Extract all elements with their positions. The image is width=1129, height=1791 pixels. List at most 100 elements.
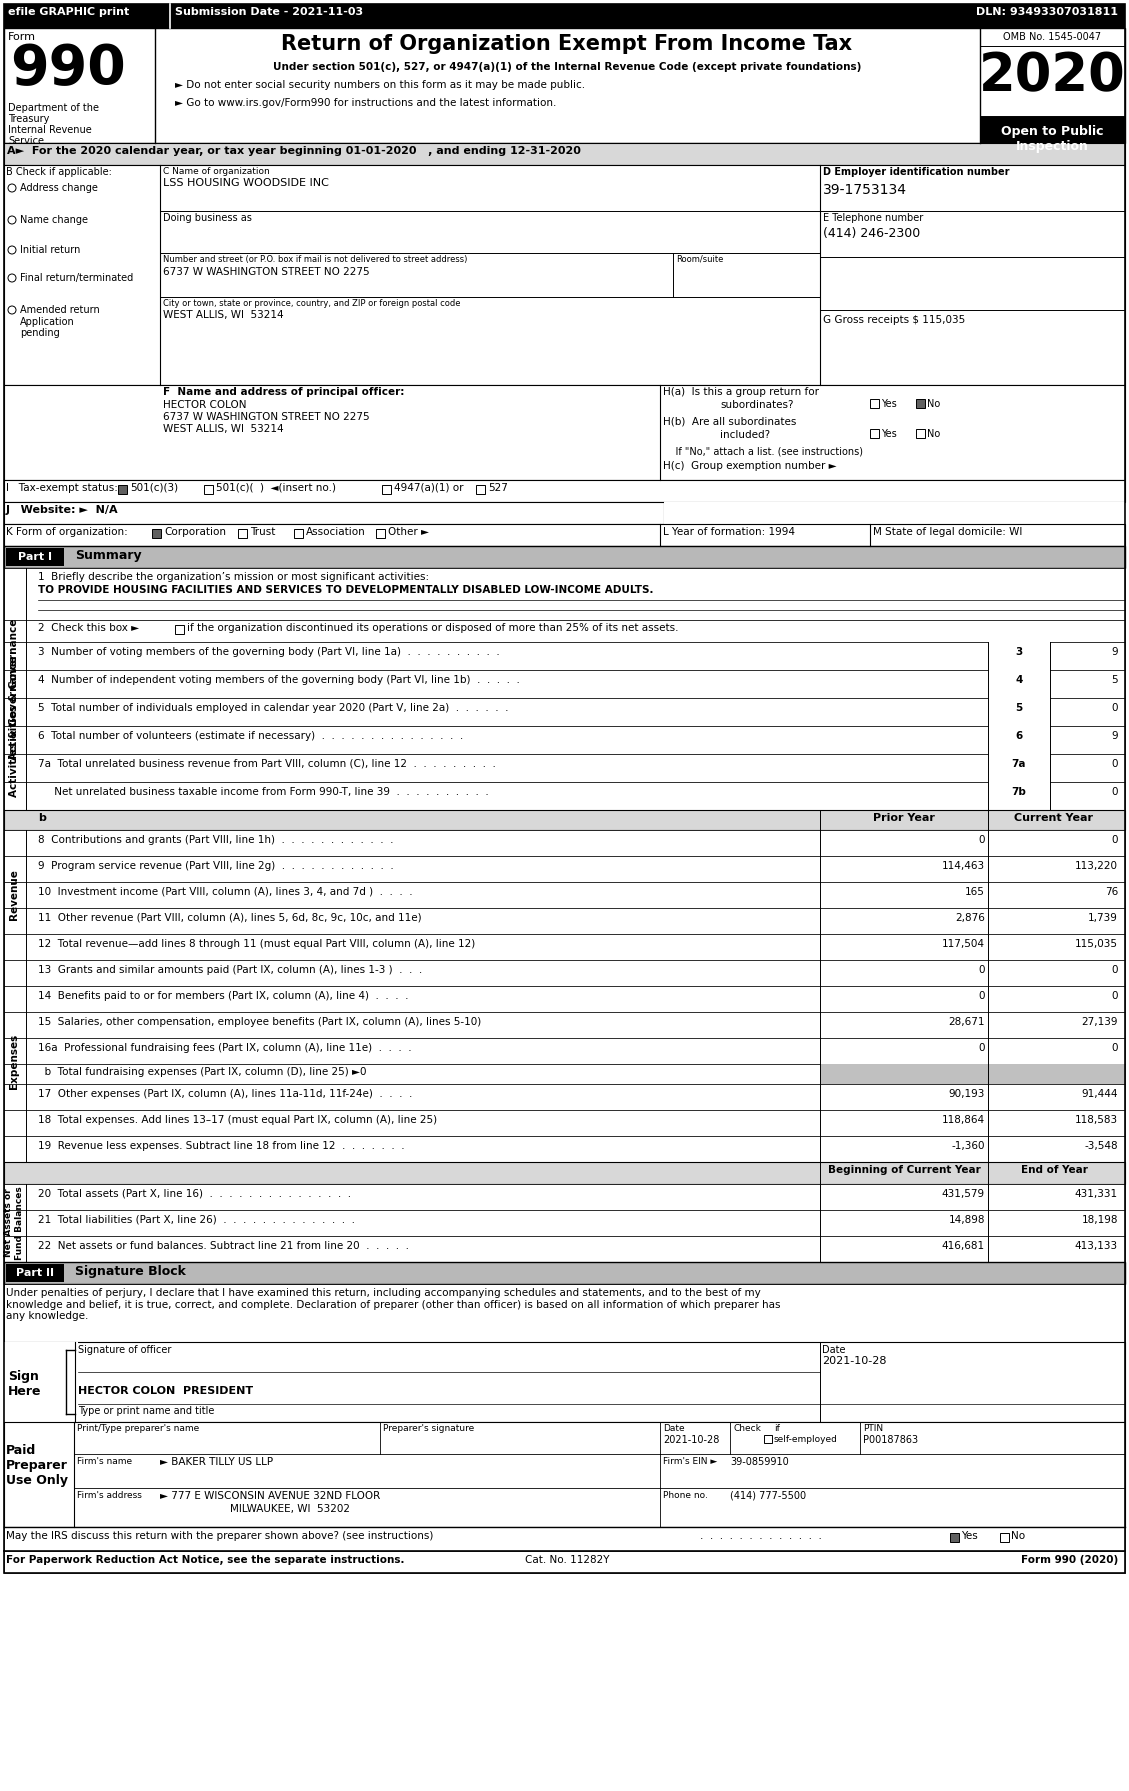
Text: 3  Number of voting members of the governing body (Part VI, line 1a)  .  .  .  .: 3 Number of voting members of the govern… <box>38 647 500 657</box>
Text: Under section 501(c), 527, or 4947(a)(1) of the Internal Revenue Code (except pr: Under section 501(c), 527, or 4947(a)(1)… <box>273 63 861 72</box>
Text: PTIN: PTIN <box>863 1424 883 1433</box>
Text: 7a  Total unrelated business revenue from Part VIII, column (C), line 12  .  .  : 7a Total unrelated business revenue from… <box>38 759 496 768</box>
Bar <box>5 1064 1124 1084</box>
Text: Sign
Here: Sign Here <box>8 1370 42 1399</box>
Bar <box>5 1162 1124 1184</box>
Text: 11  Other revenue (Part VIII, column (A), lines 5, 6d, 8c, 9c, 10c, and 11e): 11 Other revenue (Part VIII, column (A),… <box>38 913 421 922</box>
Text: 20  Total assets (Part X, line 16)  .  .  .  .  .  .  .  .  .  .  .  .  .  .  .: 20 Total assets (Part X, line 16) . . . … <box>38 1189 351 1198</box>
Text: Date: Date <box>822 1345 846 1356</box>
Text: HECTOR COLON: HECTOR COLON <box>163 399 246 410</box>
Text: Part I: Part I <box>18 552 52 562</box>
Text: Date: Date <box>663 1424 684 1433</box>
Text: 6  Total number of volunteers (estimate if necessary)  .  .  .  .  .  .  .  .  .: 6 Total number of volunteers (estimate i… <box>38 731 463 741</box>
Text: Beginning of Current Year: Beginning of Current Year <box>828 1164 980 1175</box>
Bar <box>5 783 1124 810</box>
Text: No: No <box>1010 1531 1025 1540</box>
Bar <box>5 546 1124 568</box>
Bar <box>988 725 1050 754</box>
Text: ► 777 E WISCONSIN AVENUE 32ND FLOOR: ► 777 E WISCONSIN AVENUE 32ND FLOOR <box>160 1490 380 1501</box>
Bar <box>5 1341 78 1422</box>
Bar <box>5 1422 1124 1528</box>
Text: 2  Check this box ►: 2 Check this box ► <box>38 623 139 632</box>
Text: 2021-10-28: 2021-10-28 <box>663 1435 719 1445</box>
Text: 118,864: 118,864 <box>942 1116 984 1125</box>
Bar <box>5 698 1124 725</box>
Text: 12  Total revenue—add lines 8 through 11 (must equal Part VIII, column (A), line: 12 Total revenue—add lines 8 through 11 … <box>38 938 475 949</box>
Bar <box>5 501 664 525</box>
Text: D Employer identification number: D Employer identification number <box>823 167 1009 177</box>
Text: For Paperwork Reduction Act Notice, see the separate instructions.: For Paperwork Reduction Act Notice, see … <box>6 1555 404 1565</box>
Text: OMB No. 1545-0047: OMB No. 1545-0047 <box>1003 32 1101 41</box>
Text: DLN: 93493307031811: DLN: 93493307031811 <box>975 7 1118 16</box>
Text: 0: 0 <box>1111 704 1118 713</box>
Text: C Name of organization: C Name of organization <box>163 167 270 176</box>
Text: Yes: Yes <box>961 1531 978 1540</box>
Text: Open to Public
Inspection: Open to Public Inspection <box>1000 125 1103 152</box>
Text: Name change: Name change <box>20 215 88 226</box>
Text: 117,504: 117,504 <box>942 938 984 949</box>
Text: subordinates?: subordinates? <box>720 399 794 410</box>
Bar <box>5 1236 1124 1263</box>
Text: 16a  Professional fundraising fees (Part IX, column (A), line 11e)  .  .  .  .: 16a Professional fundraising fees (Part … <box>38 1042 412 1053</box>
Text: Net Assets or
Fund Balances: Net Assets or Fund Balances <box>5 1186 24 1259</box>
Text: 28,671: 28,671 <box>948 1017 984 1026</box>
Text: Submission Date - 2021-11-03: Submission Date - 2021-11-03 <box>175 7 364 16</box>
Bar <box>175 625 184 634</box>
Bar <box>988 754 1050 783</box>
Bar <box>152 528 161 537</box>
Text: Number and street (or P.O. box if mail is not delivered to street address): Number and street (or P.O. box if mail i… <box>163 254 467 263</box>
Bar <box>820 1064 988 1084</box>
Text: 13  Grants and similar amounts paid (Part IX, column (A), lines 1-3 )  .  .  .: 13 Grants and similar amounts paid (Part… <box>38 965 422 974</box>
Text: 1  Briefly describe the organization’s mission or most significant activities:: 1 Briefly describe the organization’s mi… <box>38 571 429 582</box>
Text: 18  Total expenses. Add lines 13–17 (must equal Part IX, column (A), line 25): 18 Total expenses. Add lines 13–17 (must… <box>38 1116 437 1125</box>
Text: G Gross receipts $ 115,035: G Gross receipts $ 115,035 <box>823 315 965 324</box>
Bar <box>5 1341 1124 1422</box>
Text: Amended return
Application
pending: Amended return Application pending <box>20 304 99 338</box>
Bar <box>376 528 385 537</box>
Bar <box>119 485 126 494</box>
Text: Activities & Governance: Activities & Governance <box>9 656 19 797</box>
Text: 0: 0 <box>979 965 984 974</box>
Bar <box>5 385 1124 480</box>
Bar <box>5 525 1124 546</box>
Bar <box>988 698 1050 725</box>
Bar <box>5 1551 1124 1572</box>
Text: included?: included? <box>720 430 770 441</box>
Text: 0: 0 <box>1111 965 1118 974</box>
Text: Firm's name: Firm's name <box>77 1458 132 1467</box>
Text: Final return/terminated: Final return/terminated <box>20 272 133 283</box>
Text: (414) 777-5500: (414) 777-5500 <box>730 1490 806 1501</box>
Text: 7b: 7b <box>1012 786 1026 797</box>
Text: 118,583: 118,583 <box>1075 1116 1118 1125</box>
Text: 5  Total number of individuals employed in calendar year 2020 (Part V, line 2a) : 5 Total number of individuals employed i… <box>38 704 508 713</box>
Text: P00187863: P00187863 <box>863 1435 918 1445</box>
Text: HECTOR COLON  PRESIDENT: HECTOR COLON PRESIDENT <box>78 1386 253 1395</box>
Text: 6737 W WASHINGTON STREET NO 2275: 6737 W WASHINGTON STREET NO 2275 <box>163 267 369 278</box>
Text: 10  Investment income (Part VIII, column (A), lines 3, 4, and 7d )  .  .  .  .: 10 Investment income (Part VIII, column … <box>38 887 412 897</box>
Text: End of Year: End of Year <box>1021 1164 1087 1175</box>
Text: Print/Type preparer's name: Print/Type preparer's name <box>77 1424 199 1433</box>
Bar <box>5 165 1124 385</box>
Text: 113,220: 113,220 <box>1075 861 1118 870</box>
Bar <box>949 1533 959 1542</box>
Text: efile GRAPHIC print: efile GRAPHIC print <box>8 7 129 16</box>
Text: F  Name and address of principal officer:: F Name and address of principal officer: <box>163 387 404 398</box>
Text: Part II: Part II <box>16 1268 54 1279</box>
Bar <box>5 754 1124 783</box>
Bar <box>5 29 1124 143</box>
Text: 9: 9 <box>1111 647 1118 657</box>
Text: Internal Revenue: Internal Revenue <box>8 125 91 134</box>
Text: Under penalties of perjury, I declare that I have examined this return, includin: Under penalties of perjury, I declare th… <box>6 1288 780 1322</box>
Bar <box>5 620 1124 641</box>
Text: 9: 9 <box>1111 731 1118 741</box>
Bar <box>476 485 485 494</box>
Bar <box>988 1064 1124 1084</box>
Bar <box>204 485 213 494</box>
Text: Yes: Yes <box>881 430 896 439</box>
Text: TO PROVIDE HOUSING FACILITIES AND SERVICES TO DEVELOPMENTALLY DISABLED LOW-INCOM: TO PROVIDE HOUSING FACILITIES AND SERVIC… <box>38 586 654 595</box>
Text: self-employed: self-employed <box>774 1435 838 1444</box>
Text: 2,876: 2,876 <box>955 913 984 922</box>
Text: Corporation: Corporation <box>164 527 226 537</box>
Bar <box>5 4 1124 29</box>
Text: WEST ALLIS, WI  53214: WEST ALLIS, WI 53214 <box>163 424 283 433</box>
